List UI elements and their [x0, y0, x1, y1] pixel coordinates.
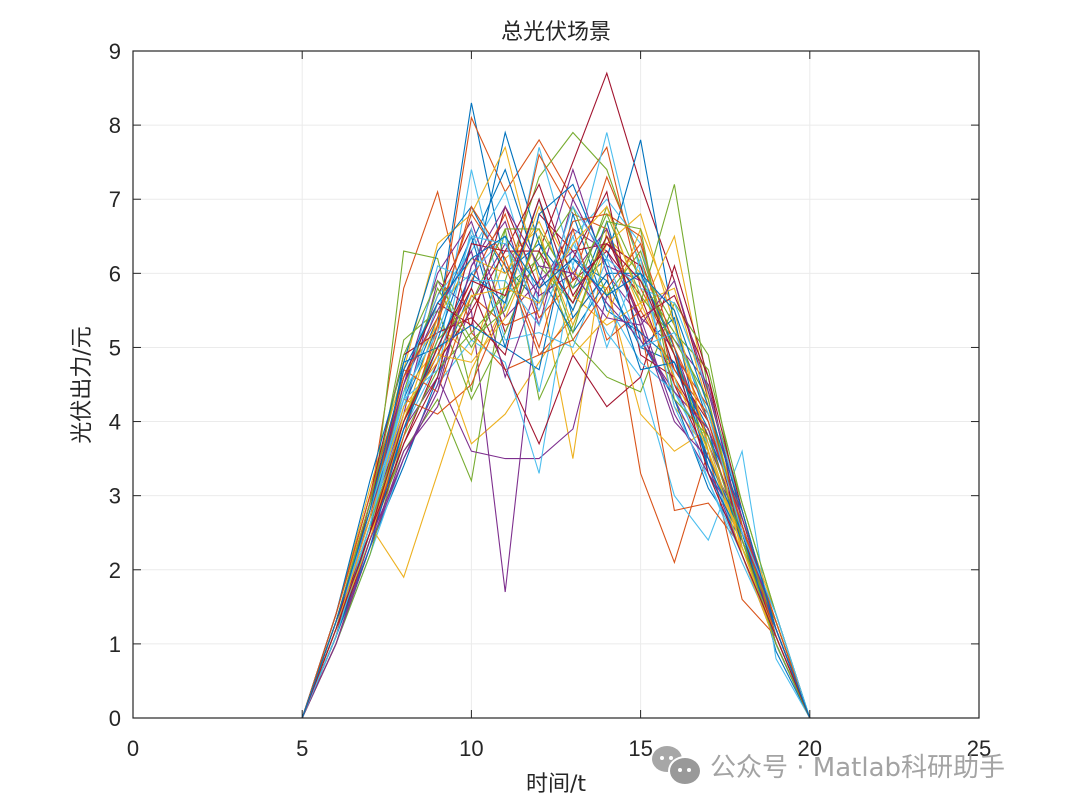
x-tick-label: 20: [798, 736, 822, 761]
x-axis-label: 时间/t: [525, 772, 587, 797]
tick-labels: 0 5 10 15 20 25 0 1 2 3 4 5 6 7 8 9: [109, 39, 991, 761]
watermark-text: 公众号 · Matlab科研助手: [710, 752, 1006, 783]
axes-frame: [132, 50, 980, 719]
x-tick-label: 25: [967, 736, 991, 761]
y-tick-label: 6: [109, 261, 121, 286]
y-tick-label: 9: [109, 39, 121, 64]
x-tick-label: 10: [459, 736, 483, 761]
x-tick-label: 15: [628, 736, 652, 761]
y-tick-label: 4: [109, 410, 121, 435]
grid-lines: [133, 51, 979, 718]
wechat-icon: [652, 746, 702, 786]
y-tick-label: 8: [109, 113, 121, 138]
chart-title: 总光伏场景: [500, 20, 611, 45]
watermark: 公众号 · Matlab科研助手: [652, 746, 1006, 786]
axes-box: [132, 50, 980, 719]
y-tick-label: 5: [109, 335, 121, 360]
y-tick-label: 7: [109, 187, 121, 212]
x-tick-label: 5: [296, 736, 308, 761]
y-tick-label: 3: [109, 484, 121, 509]
x-tick-label: 0: [127, 736, 139, 761]
y-tick-label: 2: [109, 558, 121, 583]
y-tick-label: 1: [109, 632, 121, 657]
y-tick-label: 0: [109, 706, 121, 731]
